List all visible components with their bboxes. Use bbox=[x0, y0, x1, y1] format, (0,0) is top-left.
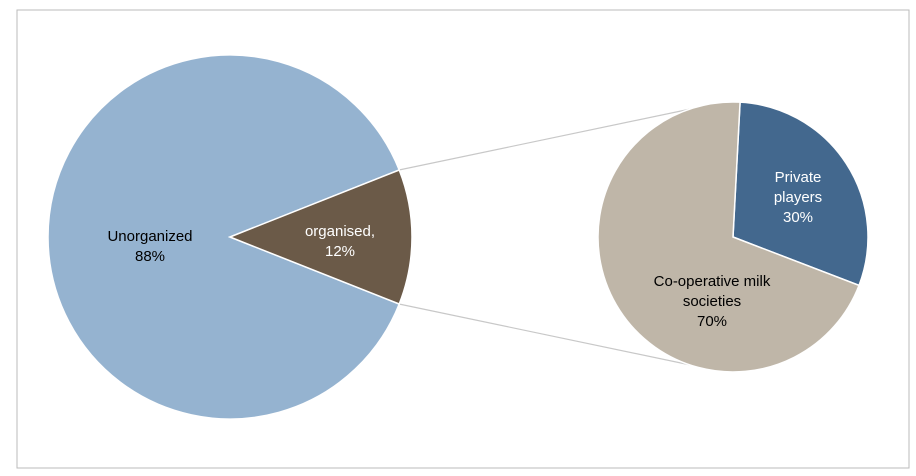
slice-label: Co-operative milk societies 70% bbox=[637, 272, 787, 332]
category-label: Unorganized bbox=[107, 228, 193, 245]
pie-slice bbox=[47, 54, 401, 420]
pie-slice bbox=[597, 101, 861, 373]
connector-line bbox=[398, 303, 701, 368]
pie-slice bbox=[227, 169, 413, 305]
category-label: Private players bbox=[773, 169, 823, 206]
category-label: Co-operative milk societies bbox=[653, 273, 771, 310]
slice-label: Unorganized 88% bbox=[80, 227, 220, 267]
category-label: organised, bbox=[304, 223, 376, 240]
value-label: 88% bbox=[134, 248, 166, 265]
value-label: 70% bbox=[696, 313, 728, 330]
pie-slice bbox=[732, 101, 869, 287]
connector-line bbox=[398, 106, 701, 171]
slice-label: organised, 12% bbox=[285, 222, 395, 262]
value-label: 12% bbox=[324, 243, 356, 260]
value-label: 30% bbox=[782, 209, 814, 226]
slice-label: Private players 30% bbox=[762, 168, 834, 228]
